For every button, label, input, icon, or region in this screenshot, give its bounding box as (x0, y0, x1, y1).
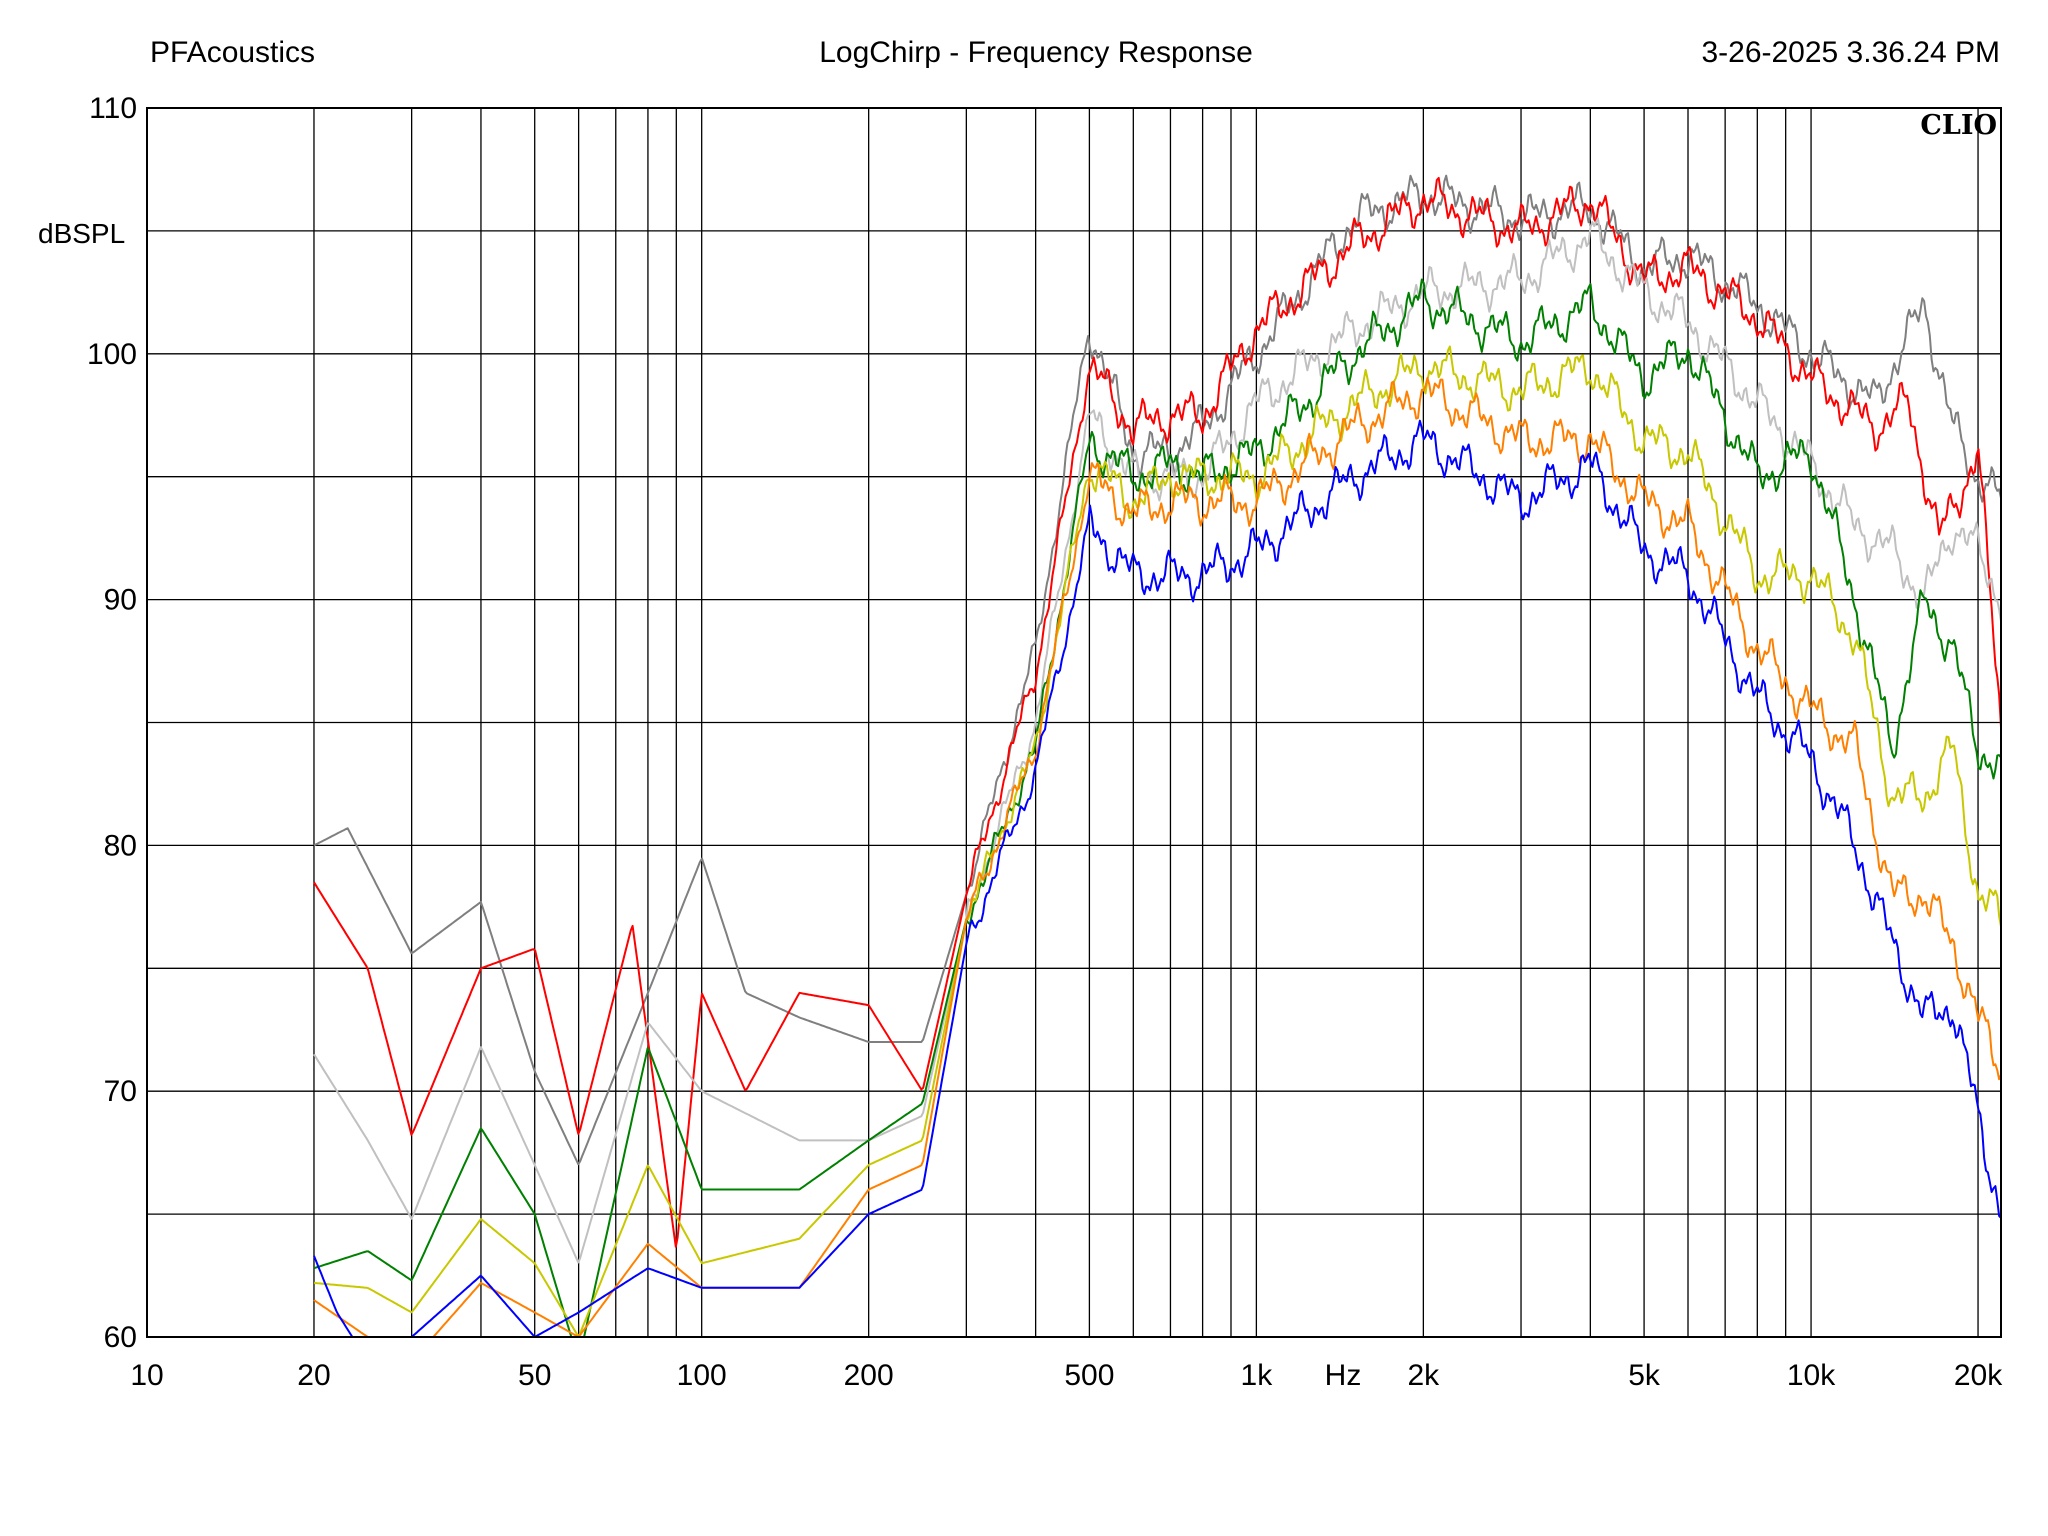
brand-logo: CLIO (1920, 110, 1997, 141)
x-axis-label: Hz (1325, 1359, 1362, 1392)
x-tick-label: 100 (677, 1359, 727, 1392)
x-tick-label: 2k (1408, 1359, 1441, 1392)
series-layer (313, 174, 2001, 1337)
y-tick-label: 90 (104, 584, 137, 617)
y-tick-label: 60 (104, 1321, 137, 1354)
x-tick-label: 10 (130, 1359, 163, 1392)
company-name: PFAcoustics (150, 36, 316, 69)
series-line (313, 174, 2001, 1166)
series-line (313, 217, 2001, 1264)
y-tick-label: 110 (89, 92, 137, 125)
x-tick-label: 200 (844, 1359, 894, 1392)
x-tick-labels: 10 20 50 100 200 500 1k 2k 5k 10k 20k (130, 1359, 2003, 1392)
x-tick-label: 20 (297, 1359, 330, 1392)
y-tick-label: 100 (87, 338, 137, 371)
timestamp: 3-26-2025 3.36.24 PM (1701, 36, 2000, 69)
x-tick-label: 1k (1241, 1359, 1274, 1392)
x-tick-label: 10k (1787, 1359, 1836, 1392)
x-tick-label: 5k (1628, 1359, 1661, 1392)
y-axis-label: dBSPL (38, 218, 125, 249)
series-line (313, 278, 2001, 1337)
plot-frame (146, 107, 2002, 1338)
series-line (313, 377, 2001, 1337)
x-tick-label: 500 (1064, 1359, 1114, 1392)
x-tick-label: 20k (1954, 1359, 2003, 1392)
series-line (313, 176, 2001, 1248)
x-tick-label: 50 (518, 1359, 551, 1392)
y-tick-label: 80 (104, 829, 137, 862)
y-tick-labels: 110 100 90 80 70 60 (87, 92, 137, 1354)
series-line (313, 419, 2001, 1337)
series-line (313, 345, 2001, 1337)
y-tick-label: 70 (104, 1075, 137, 1108)
chart-title: LogChirp - Frequency Response (819, 36, 1253, 69)
